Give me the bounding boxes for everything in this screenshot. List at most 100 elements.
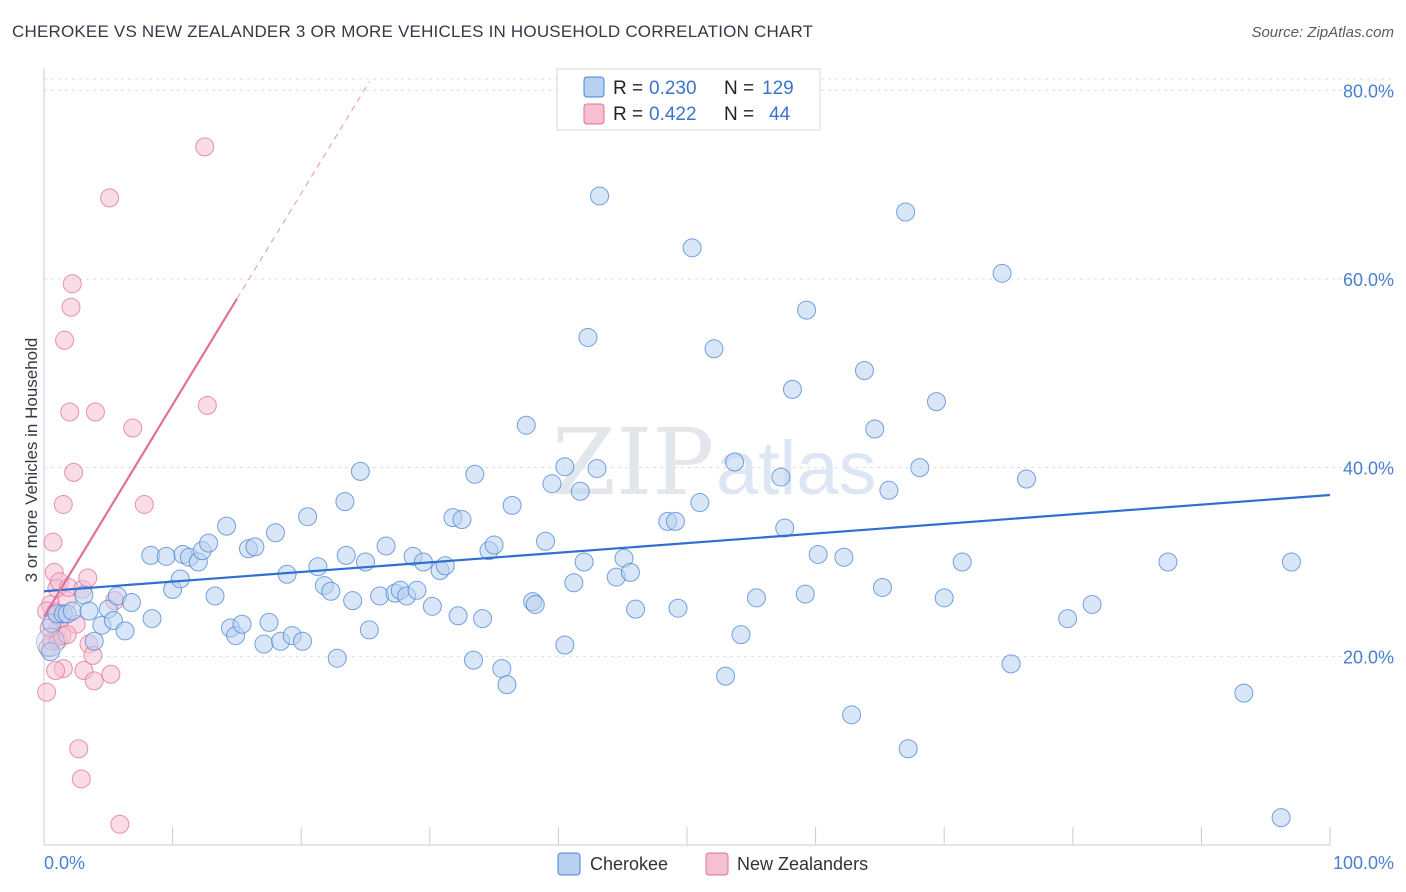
source-label: Source: ZipAtlas.com xyxy=(1251,24,1394,41)
cherokee-point xyxy=(484,535,504,555)
x-tick-label-max: 100.0% xyxy=(1333,853,1394,873)
nz-point xyxy=(71,769,91,789)
cherokee-point xyxy=(1058,609,1078,629)
legend-n-label-1: N = xyxy=(724,78,754,99)
new-zealanders-points xyxy=(37,137,217,834)
legend-r-value-1: 0.230 xyxy=(649,78,697,99)
cherokee-point xyxy=(574,552,594,572)
cherokee-point xyxy=(1082,594,1102,614)
cherokee-point xyxy=(62,601,82,621)
nz-point xyxy=(84,671,104,691)
nz-point xyxy=(134,494,154,514)
cherokee-point xyxy=(40,642,60,662)
cherokee-point xyxy=(292,631,312,651)
cherokee-point xyxy=(564,573,584,593)
cherokee-point xyxy=(834,547,854,567)
cherokee-point xyxy=(336,545,356,565)
nz-point xyxy=(61,297,81,317)
cherokee-point xyxy=(217,516,237,536)
y-tick-label-40: 40.0% xyxy=(1343,459,1394,479)
cherokee-point xyxy=(782,379,802,399)
cherokee-point xyxy=(690,493,710,513)
cherokee-point xyxy=(775,518,795,538)
bottom-legend-swatch-cherokee xyxy=(557,852,581,876)
legend-n-label-2: N = xyxy=(724,104,754,125)
cherokee-point xyxy=(668,598,688,618)
cherokee-point xyxy=(142,609,162,629)
cherokee-point xyxy=(542,474,562,494)
nz-point xyxy=(55,330,75,350)
cherokee-point xyxy=(298,507,318,527)
cherokee-point xyxy=(570,481,590,501)
cherokee-point xyxy=(245,537,265,557)
cherokee-point xyxy=(704,339,724,359)
cherokee-point xyxy=(259,612,279,632)
cherokee-point xyxy=(497,675,517,695)
nz-point xyxy=(110,814,130,834)
cherokee-point xyxy=(725,452,745,472)
nz-point xyxy=(46,660,66,680)
cherokee-point xyxy=(1281,552,1301,572)
cherokee-point xyxy=(199,533,219,553)
cherokee-point xyxy=(343,591,363,611)
legend-r-value-2: 0.422 xyxy=(649,104,697,125)
nz-point xyxy=(100,188,120,208)
legend-swatch-cherokee xyxy=(583,76,605,98)
legend-r-label-2: R = xyxy=(613,104,643,125)
cherokee-point xyxy=(448,606,468,626)
cherokee-point xyxy=(896,202,916,222)
bottom-legend-label-cherokee: Cherokee xyxy=(590,854,668,874)
x-tick-label-min: 0.0% xyxy=(44,853,85,873)
chart-title: CHEROKEE VS NEW ZEALANDER 3 OR MORE VEHI… xyxy=(12,22,814,41)
cherokee-point xyxy=(350,461,370,481)
cherokee-point xyxy=(464,650,484,670)
cherokee-point xyxy=(84,631,104,651)
cherokee-point xyxy=(525,594,545,614)
cherokee-point xyxy=(578,327,598,347)
cherokee-point xyxy=(555,457,575,477)
cherokee-point xyxy=(232,614,252,634)
cherokee-point xyxy=(465,464,485,484)
nz-point xyxy=(37,682,57,702)
cherokee-point xyxy=(620,562,640,582)
cherokee-point xyxy=(934,588,954,608)
cherokee-point xyxy=(1158,552,1178,572)
nz-point xyxy=(62,274,82,294)
axes xyxy=(43,68,1331,846)
nz-point xyxy=(53,494,73,514)
cherokee-point xyxy=(170,569,190,589)
nz-point xyxy=(64,462,84,482)
cherokee-trend-line xyxy=(43,493,1331,593)
cherokee-point xyxy=(590,186,610,206)
cherokee-point xyxy=(842,705,862,725)
cherokee-point xyxy=(536,531,556,551)
cherokee-point xyxy=(879,480,899,500)
nz-point xyxy=(123,418,143,438)
cherokee-point xyxy=(79,601,99,621)
cherokee-point xyxy=(795,584,815,604)
nz-point xyxy=(101,664,121,684)
top-legend: R = 0.230 N = 129 R = 0.422 N = 44 xyxy=(556,68,821,131)
cherokee-point-cluster xyxy=(35,627,65,657)
bottom-legend-label-new-zealanders: New Zealanders xyxy=(737,854,868,874)
watermark-zip: ZIP xyxy=(552,409,714,516)
cherokee-point xyxy=(115,621,135,641)
nz-point xyxy=(43,532,63,552)
cherokee-point xyxy=(407,580,427,600)
cherokee-point xyxy=(156,546,176,566)
cherokee-point xyxy=(555,635,575,655)
cherokee-point xyxy=(682,238,702,258)
cherokee-point xyxy=(308,557,328,577)
nz-point xyxy=(69,739,89,759)
cherokee-point xyxy=(952,552,972,572)
cherokee-point xyxy=(370,586,390,606)
cherokee-point xyxy=(452,510,472,530)
cherokee-point xyxy=(502,495,522,515)
cherokee-point xyxy=(731,625,751,645)
nz-point xyxy=(197,395,217,415)
y-tick-label-20: 20.0% xyxy=(1343,647,1394,667)
cherokee-point xyxy=(473,609,493,629)
y-tick-label-60: 60.0% xyxy=(1343,270,1394,290)
legend-swatch-new-zealanders xyxy=(583,103,605,125)
